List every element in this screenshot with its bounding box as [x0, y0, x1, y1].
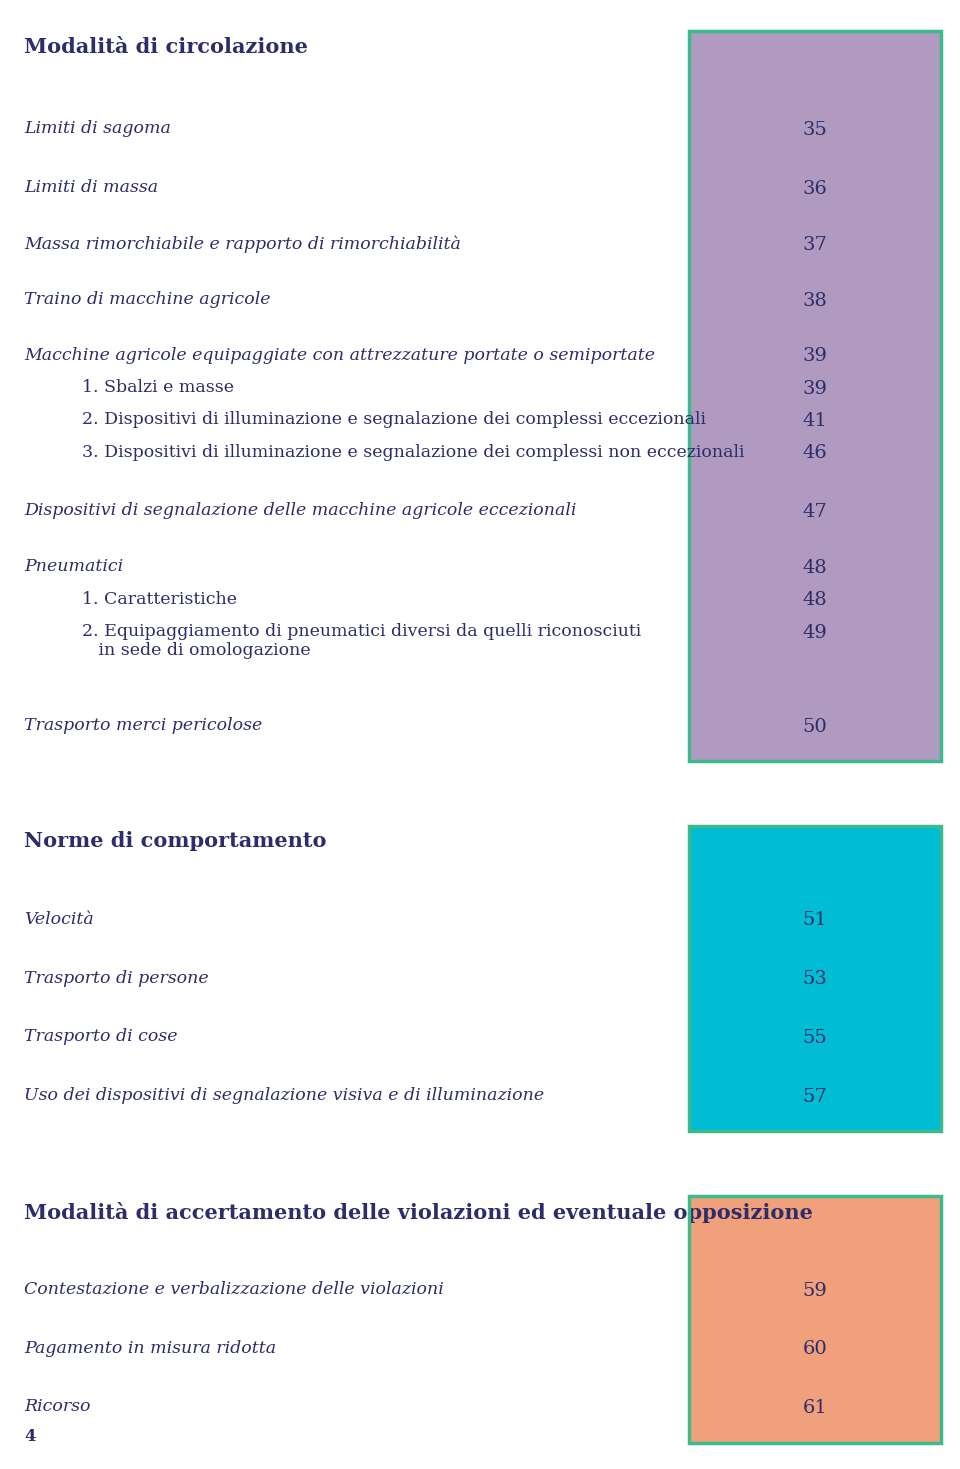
Text: Contestazione e verbalizzazione delle violazioni: Contestazione e verbalizzazione delle vi… — [24, 1281, 444, 1299]
Text: 4: 4 — [24, 1428, 36, 1445]
Bar — [689, 826, 941, 1131]
Text: Velocità: Velocità — [24, 911, 94, 928]
Text: 47: 47 — [803, 502, 828, 521]
Bar — [689, 31, 941, 761]
Text: 36: 36 — [803, 179, 828, 198]
Text: 49: 49 — [803, 623, 828, 642]
Bar — [689, 826, 941, 1131]
Bar — [689, 31, 941, 761]
Text: Trasporto di cose: Trasporto di cose — [24, 1028, 178, 1046]
Text: 39: 39 — [803, 379, 828, 398]
Text: Ricorso: Ricorso — [24, 1398, 90, 1416]
Text: 61: 61 — [803, 1398, 828, 1418]
Text: Traino di macchine agricole: Traino di macchine agricole — [24, 291, 271, 308]
Text: 39: 39 — [803, 347, 828, 366]
Text: Limiti di sagoma: Limiti di sagoma — [24, 120, 171, 138]
Text: Macchine agricole equipaggiate con attrezzature portate o semiportate: Macchine agricole equipaggiate con attre… — [24, 347, 655, 364]
Text: 51: 51 — [803, 911, 828, 930]
Text: 59: 59 — [803, 1281, 828, 1300]
Text: 35: 35 — [803, 120, 828, 140]
Text: 3. Dispositivi di illuminazione e segnalazione dei complessi non eccezionali: 3. Dispositivi di illuminazione e segnal… — [82, 444, 744, 461]
Text: Dispositivi di segnalazione delle macchine agricole eccezionali: Dispositivi di segnalazione delle macchi… — [24, 502, 576, 520]
Bar — [689, 1196, 941, 1443]
Text: 37: 37 — [803, 235, 828, 254]
Bar — [689, 1196, 941, 1443]
Text: 1. Sbalzi e masse: 1. Sbalzi e masse — [82, 379, 233, 397]
Text: 48: 48 — [803, 558, 828, 577]
Text: 38: 38 — [803, 291, 828, 310]
Text: Massa rimorchiabile e rapporto di rimorchiabilità: Massa rimorchiabile e rapporto di rimorc… — [24, 235, 461, 253]
Text: 2. Equipaggiamento di pneumatici diversi da quelli riconosciuti
   in sede di om: 2. Equipaggiamento di pneumatici diversi… — [82, 623, 641, 660]
Text: Trasporto di persone: Trasporto di persone — [24, 970, 208, 987]
Text: Trasporto merci pericolose: Trasporto merci pericolose — [24, 717, 262, 734]
Text: Pneumatici: Pneumatici — [24, 558, 123, 576]
Text: 2. Dispositivi di illuminazione e segnalazione dei complessi eccezionali: 2. Dispositivi di illuminazione e segnal… — [82, 411, 706, 429]
Text: Norme di comportamento: Norme di comportamento — [24, 831, 326, 852]
Text: 53: 53 — [803, 970, 828, 989]
Text: Modalità di accertamento delle violazioni ed eventuale opposizione: Modalità di accertamento delle violazion… — [24, 1202, 813, 1222]
Text: 41: 41 — [803, 411, 828, 430]
Text: 48: 48 — [803, 591, 828, 610]
Text: Limiti di massa: Limiti di massa — [24, 179, 158, 197]
Text: 1. Caratteristiche: 1. Caratteristiche — [82, 591, 236, 608]
Text: 57: 57 — [803, 1087, 828, 1106]
Text: 50: 50 — [803, 717, 828, 736]
Text: 46: 46 — [803, 444, 828, 463]
Text: 60: 60 — [803, 1340, 828, 1359]
Text: 55: 55 — [803, 1028, 828, 1047]
Text: Uso dei dispositivi di segnalazione visiva e di illuminazione: Uso dei dispositivi di segnalazione visi… — [24, 1087, 544, 1105]
Text: Modalità di circolazione: Modalità di circolazione — [24, 37, 308, 57]
Text: Pagamento in misura ridotta: Pagamento in misura ridotta — [24, 1340, 276, 1357]
